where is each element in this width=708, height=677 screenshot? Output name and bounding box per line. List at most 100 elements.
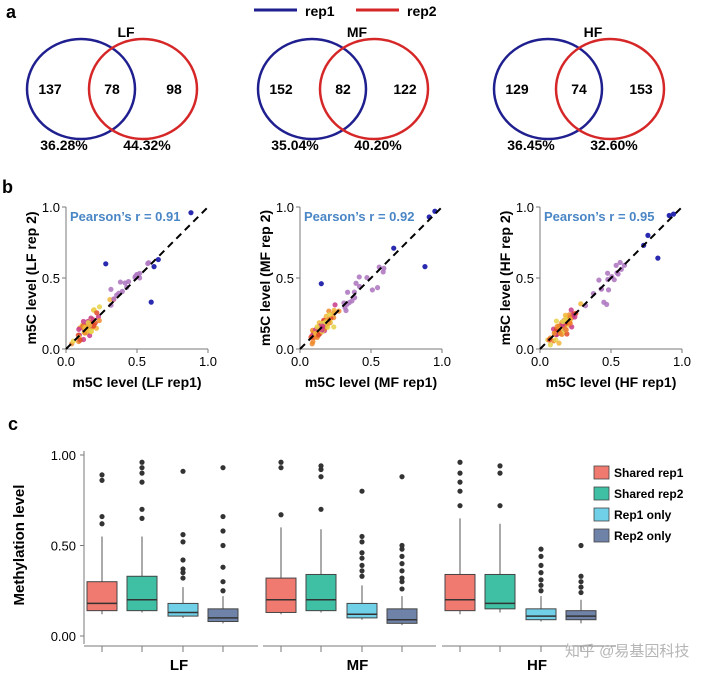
y-tick-label: 0.5 (276, 271, 294, 286)
outlier-point (318, 463, 324, 469)
y-axis-title: m5C level (HF rep 2) (497, 211, 513, 346)
legend-swatch (593, 486, 610, 501)
outlier-point (220, 588, 226, 594)
box-mf-0 (265, 459, 297, 652)
scatter-point (325, 324, 331, 331)
outlier-point (457, 459, 463, 465)
scatter-point (108, 286, 114, 292)
box-mf-2 (346, 488, 378, 652)
scatter-point (554, 323, 560, 330)
venn-percent-rep2: 44.32% (123, 137, 171, 153)
box-lf-3 (207, 465, 239, 652)
scatter-hf: 0.00.0 0.5 0.5 1.0 1.0 Pearson’s r = 0.95 m5C … (497, 200, 691, 390)
scatter-point (391, 245, 397, 251)
box-lf-2 (167, 468, 199, 652)
scatter-point (155, 256, 161, 263)
y-tick-label: 1.00 (51, 448, 76, 463)
venn-title: HF (584, 24, 603, 40)
x-tick-label: 0.5 (128, 354, 146, 369)
y-tick-label: 0.0 (516, 342, 534, 357)
outlier-point (220, 513, 226, 520)
outlier-point (457, 488, 463, 494)
scatter-mf: 0.00.0 0.5 0.5 1.0 1.0 Pearson’s r = 0.92 m5C … (257, 200, 451, 390)
scatter-point (560, 318, 566, 325)
outlier-point (99, 477, 105, 483)
outlier-point (318, 506, 324, 512)
venn-count-rep1-only: 152 (269, 81, 293, 97)
scatter-point (188, 210, 194, 216)
outlier-point (359, 573, 365, 579)
scatter-point (122, 280, 128, 286)
venn-percent-rep1: 36.45% (507, 137, 555, 153)
x-axis-title: m5C level (LF rep1) (72, 374, 201, 390)
scatter-point (76, 326, 82, 332)
outlier-point (538, 562, 544, 569)
outlier-point (399, 586, 405, 592)
outlier-point (578, 579, 584, 585)
box-hf-3 (565, 542, 597, 652)
scatter-point (314, 324, 320, 330)
scatter-point (103, 261, 109, 267)
outlier-point (220, 579, 226, 585)
legend-swatch (593, 528, 610, 543)
scatter-point (315, 332, 322, 338)
outlier-point (497, 503, 503, 509)
legend-swatch (593, 507, 610, 522)
box (305, 573, 337, 612)
y-axis-title: Methylation level (11, 485, 28, 606)
venn-count-rep1-only: 137 (38, 81, 62, 97)
box-lf-0 (86, 472, 118, 652)
y-tick-label: 0.5 (42, 271, 60, 286)
outlier-point (99, 521, 105, 527)
y-tick-label: 0.0 (42, 342, 60, 357)
y-tick-label: 1.0 (42, 200, 60, 215)
scatter-point (148, 299, 154, 305)
scatter-point (369, 287, 375, 293)
box-hf-0 (444, 459, 476, 652)
y-axis-title: m5C level (MF rep 2) (257, 210, 273, 346)
group-label: HF (527, 657, 547, 674)
scatter-point (353, 280, 359, 286)
y-tick-label: 0.50 (51, 539, 76, 554)
outlier-point (318, 466, 324, 473)
x-tick-label: 0.0 (291, 354, 309, 369)
scatter-point (77, 337, 83, 343)
box (565, 610, 597, 621)
y-tick-label: 0.00 (51, 629, 76, 644)
outlier-point (139, 465, 145, 471)
scatter-point (553, 337, 559, 343)
venn-count-shared: 74 (571, 81, 587, 97)
venn-lf: LF 137 78 98 36.28% 44.32% (25, 24, 199, 153)
x-tick-label: 1.0 (199, 354, 217, 369)
venn-percent-rep2: 32.60% (590, 137, 638, 153)
panel-c: c 0.00 0.50 1.00 Methylation level LF MF HF Sha… (8, 414, 684, 674)
outlier-point (359, 539, 365, 545)
outlier-point (99, 472, 105, 478)
outlier-point (399, 542, 405, 549)
outlier-point (180, 468, 186, 474)
scatter-point (88, 328, 94, 334)
outlier-point (359, 562, 365, 569)
x-tick-label: 1.0 (673, 354, 691, 369)
venn-hf: HF 129 74 153 36.45% 32.60% (492, 24, 666, 153)
box (525, 608, 557, 621)
x-axis-title: m5C level (MF rep1) (305, 374, 437, 390)
y-tick-label: 0.5 (516, 271, 534, 286)
outlier-point (278, 512, 284, 518)
box-lf-1 (126, 459, 158, 652)
x-tick-label: 0.5 (602, 354, 620, 369)
box-plot: 0.00 0.50 1.00 Methylation level LF MF HF Share… (11, 448, 684, 674)
box (207, 608, 239, 623)
scatter-point (318, 281, 324, 287)
scatter-point (111, 296, 117, 302)
scatter-point (670, 211, 677, 217)
scatter-point (96, 317, 102, 324)
outlier-point (99, 513, 105, 520)
outlier-point (278, 459, 284, 465)
legend-label: Rep1 only (614, 508, 672, 522)
outlier-point (220, 465, 226, 471)
group-label: MF (347, 657, 369, 674)
outlier-point (538, 553, 544, 559)
scatter-point (107, 296, 113, 303)
y-tick-label: 1.0 (276, 200, 294, 215)
